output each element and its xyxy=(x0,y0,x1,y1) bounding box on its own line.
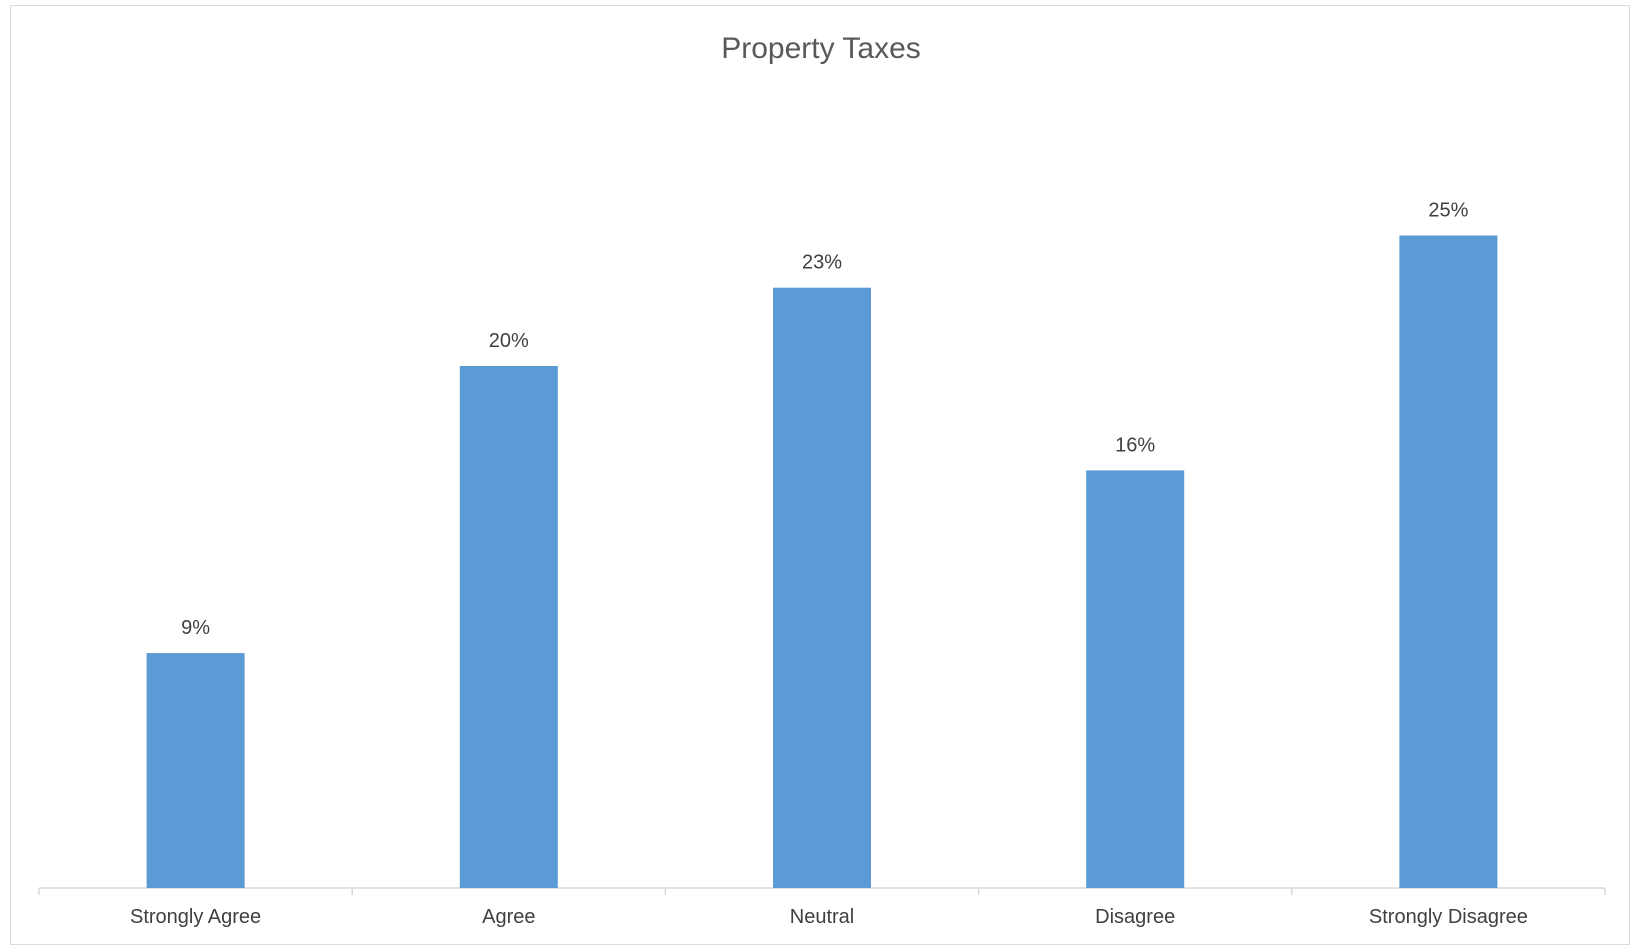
category-label-agree: Agree xyxy=(482,906,535,928)
data-labels: 9% 20% 23% 16% 25% xyxy=(181,200,1468,640)
chart-title: Property Taxes xyxy=(721,32,921,65)
x-axis-ticks xyxy=(38,888,1606,895)
category-label-neutral: Neutral xyxy=(790,906,854,928)
bar-strongly-disagree xyxy=(1399,235,1498,888)
bar-neutral xyxy=(773,287,871,888)
data-label-strongly-agree: 9% xyxy=(181,617,210,639)
data-label-disagree: 16% xyxy=(1115,434,1155,456)
bar-agree xyxy=(459,366,558,888)
category-label-strongly-agree: Strongly Agree xyxy=(130,906,261,928)
data-label-strongly-disagree: 25% xyxy=(1428,200,1468,222)
category-labels: Strongly Agree Agree Neutral Disagree Strong… xyxy=(130,906,1528,928)
category-label-strongly-disagree: Strongly Disagree xyxy=(1369,906,1528,928)
data-label-agree: 20% xyxy=(489,330,529,352)
data-label-neutral: 23% xyxy=(802,252,842,274)
bar-disagree xyxy=(1086,470,1185,888)
category-label-disagree: Disagree xyxy=(1095,906,1175,928)
bar-strongly-agree xyxy=(146,653,245,888)
bar-series xyxy=(146,235,1498,888)
